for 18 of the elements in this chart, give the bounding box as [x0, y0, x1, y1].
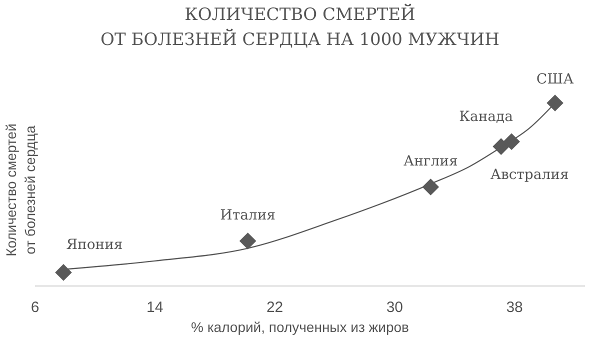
point — [422, 178, 440, 196]
annotation: Англия — [403, 154, 458, 170]
chart-title: КОЛИЧЕСТВО СМЕРТЕЙ ОТ БОЛЕЗНЕЙ СЕРДЦА НА 1000 МУЖЧИН — [100, 3, 500, 50]
y-axis-title: Количество смертей от болезней сердца — [3, 124, 38, 256]
annotation: Канада — [459, 109, 513, 126]
annotation: Италия — [220, 208, 276, 224]
x-tick-label: 22 — [266, 299, 284, 316]
point — [546, 94, 564, 112]
x-tick-label: 14 — [146, 299, 164, 316]
point — [55, 264, 72, 281]
point — [239, 232, 256, 250]
x-axis-title: % калорий, полученных из жиров — [191, 319, 409, 335]
x-tick-label: 30 — [386, 299, 404, 316]
x-tick-label: 6 — [30, 299, 40, 316]
annotation: США — [536, 72, 574, 88]
annotation: Япония — [66, 237, 123, 254]
x-tick-label: 38 — [506, 299, 523, 316]
annotation: Австралия — [490, 167, 569, 184]
